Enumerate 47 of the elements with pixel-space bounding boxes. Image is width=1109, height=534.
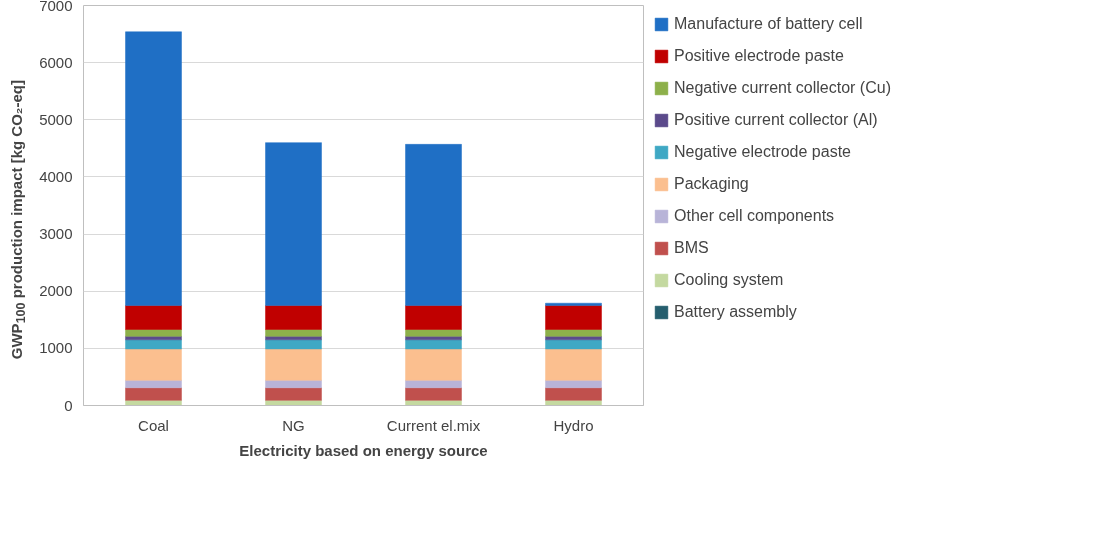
legend-label: Positive current collector (Al) (674, 111, 878, 129)
legend-label: Manufacture of battery cell (674, 15, 863, 33)
bar (405, 348, 462, 381)
bar (405, 387, 462, 401)
bar (125, 387, 182, 401)
bar (265, 348, 322, 381)
legend-label: Positive electrode paste (674, 47, 844, 65)
bar (265, 387, 322, 401)
x-tick-label: Current el.mix (386, 416, 481, 434)
y-tick-label: 2000 (39, 282, 73, 300)
bar (405, 305, 462, 330)
y-tick-label: 0 (64, 396, 73, 414)
bar (125, 329, 182, 337)
bar (405, 329, 462, 337)
legend-label: BMS (674, 239, 709, 257)
bar (545, 348, 602, 381)
bar (545, 329, 602, 337)
bar (125, 339, 182, 350)
y-tick-label: 1000 (39, 339, 73, 357)
legend-label: Packaging (674, 175, 749, 193)
y-tick-label: 3000 (39, 225, 73, 243)
bar (545, 305, 602, 330)
legend-label: Negative current collector (Cu) (674, 79, 891, 97)
legend-label: Battery assembly (674, 303, 797, 321)
bar (125, 348, 182, 381)
bar (265, 339, 322, 350)
legend-label: Cooling system (674, 271, 784, 289)
legend-label: Negative electrode paste (674, 143, 851, 161)
bar (405, 339, 462, 350)
bar (125, 305, 182, 330)
bar (405, 144, 462, 306)
x-tick-label: Coal (138, 416, 169, 434)
bar (125, 31, 182, 306)
y-tick-label: 4000 (39, 167, 73, 185)
bar (545, 387, 602, 401)
bar (265, 305, 322, 330)
y-tick-label: 5000 (39, 110, 73, 128)
x-tick-label: NG (282, 416, 305, 434)
bar (265, 329, 322, 337)
y-tick-label: 7000 (39, 0, 73, 14)
x-tick-label: Hydro (553, 416, 594, 434)
x-axis-title: Electricity based on energy source (239, 441, 488, 459)
bar (265, 142, 322, 306)
bar (545, 339, 602, 350)
bar (545, 302, 602, 306)
legend-label: Other cell components (674, 207, 835, 225)
y-tick-label: 6000 (39, 53, 73, 71)
